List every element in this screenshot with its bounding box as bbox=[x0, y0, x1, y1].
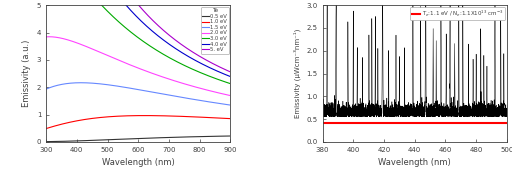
0.5 eV bbox=[68, 140, 74, 142]
2.0 eV bbox=[43, 36, 49, 38]
X-axis label: Wavelength (nm): Wavelength (nm) bbox=[378, 158, 451, 167]
1.5 eV bbox=[105, 84, 112, 86]
1.0 eV bbox=[74, 120, 80, 122]
Line: 3.0 eV: 3.0 eV bbox=[46, 0, 230, 84]
1.5 eV bbox=[227, 104, 233, 106]
1.5 eV bbox=[144, 90, 150, 92]
5. eV bbox=[144, 13, 150, 15]
0.5 eV bbox=[140, 137, 146, 139]
1.0 eV bbox=[43, 128, 49, 130]
0.5 eV bbox=[227, 135, 233, 137]
Line: 1.5 eV: 1.5 eV bbox=[46, 83, 230, 105]
Y-axis label: Emissivity (μWcm⁻³nm⁻¹): Emissivity (μWcm⁻³nm⁻¹) bbox=[293, 29, 301, 118]
0.5 eV bbox=[74, 140, 80, 142]
1.5 eV bbox=[43, 88, 49, 90]
Line: 2.0 eV: 2.0 eV bbox=[46, 37, 230, 96]
Line: 0.5 eV: 0.5 eV bbox=[46, 136, 230, 142]
1.0 eV bbox=[144, 115, 150, 117]
2.0 eV bbox=[140, 69, 146, 71]
1.5 eV bbox=[140, 89, 146, 92]
Y-axis label: Emissivity (a.u.): Emissivity (a.u.) bbox=[22, 40, 31, 107]
2.0 eV bbox=[123, 62, 129, 64]
1.5 eV bbox=[123, 86, 129, 89]
3.0 eV bbox=[144, 43, 150, 45]
4.0 eV bbox=[123, 4, 129, 6]
1.0 eV bbox=[227, 118, 233, 120]
0.5 eV bbox=[105, 139, 111, 141]
2.0 eV bbox=[46, 36, 52, 38]
3.0 eV bbox=[123, 27, 129, 29]
0.5 eV bbox=[144, 137, 150, 139]
1.5 eV bbox=[68, 82, 74, 84]
5. eV bbox=[140, 9, 146, 11]
1.0 eV bbox=[141, 115, 147, 117]
2.0 eV bbox=[105, 55, 112, 57]
1.0 eV bbox=[105, 116, 111, 118]
1.5 eV bbox=[74, 82, 80, 84]
Legend: 0.5 eV, 1.0 eV, 1.5 eV, 2.0 eV, 3.0 eV, 4.0 eV, 5. eV: 0.5 eV, 1.0 eV, 1.5 eV, 2.0 eV, 3.0 eV, … bbox=[201, 7, 229, 54]
4.0 eV bbox=[227, 76, 233, 78]
Line: 4.0 eV: 4.0 eV bbox=[46, 0, 230, 77]
X-axis label: Wavelength (nm): Wavelength (nm) bbox=[102, 158, 175, 167]
5. eV bbox=[227, 71, 233, 73]
3.0 eV bbox=[140, 40, 146, 42]
Legend: T$_e$:1.1 eV / N$_e$:1.1X10$^{13}$ cm$^{-3}$: T$_e$:1.1 eV / N$_e$:1.1X10$^{13}$ cm$^{… bbox=[411, 7, 505, 20]
Line: 5. eV: 5. eV bbox=[46, 0, 230, 72]
3.0 eV bbox=[227, 83, 233, 85]
0.5 eV bbox=[123, 138, 129, 140]
1.0 eV bbox=[140, 115, 146, 117]
1.5 eV bbox=[78, 82, 84, 84]
2.0 eV bbox=[68, 40, 74, 42]
2.0 eV bbox=[227, 95, 233, 97]
0.5 eV bbox=[43, 141, 49, 143]
1.0 eV bbox=[68, 121, 74, 123]
Line: 1.0 eV: 1.0 eV bbox=[46, 116, 230, 129]
2.0 eV bbox=[144, 70, 150, 72]
2.0 eV bbox=[74, 42, 80, 44]
4.0 eV bbox=[140, 22, 146, 24]
1.0 eV bbox=[123, 115, 129, 117]
3.0 eV bbox=[105, 11, 111, 13]
4.0 eV bbox=[144, 25, 150, 27]
